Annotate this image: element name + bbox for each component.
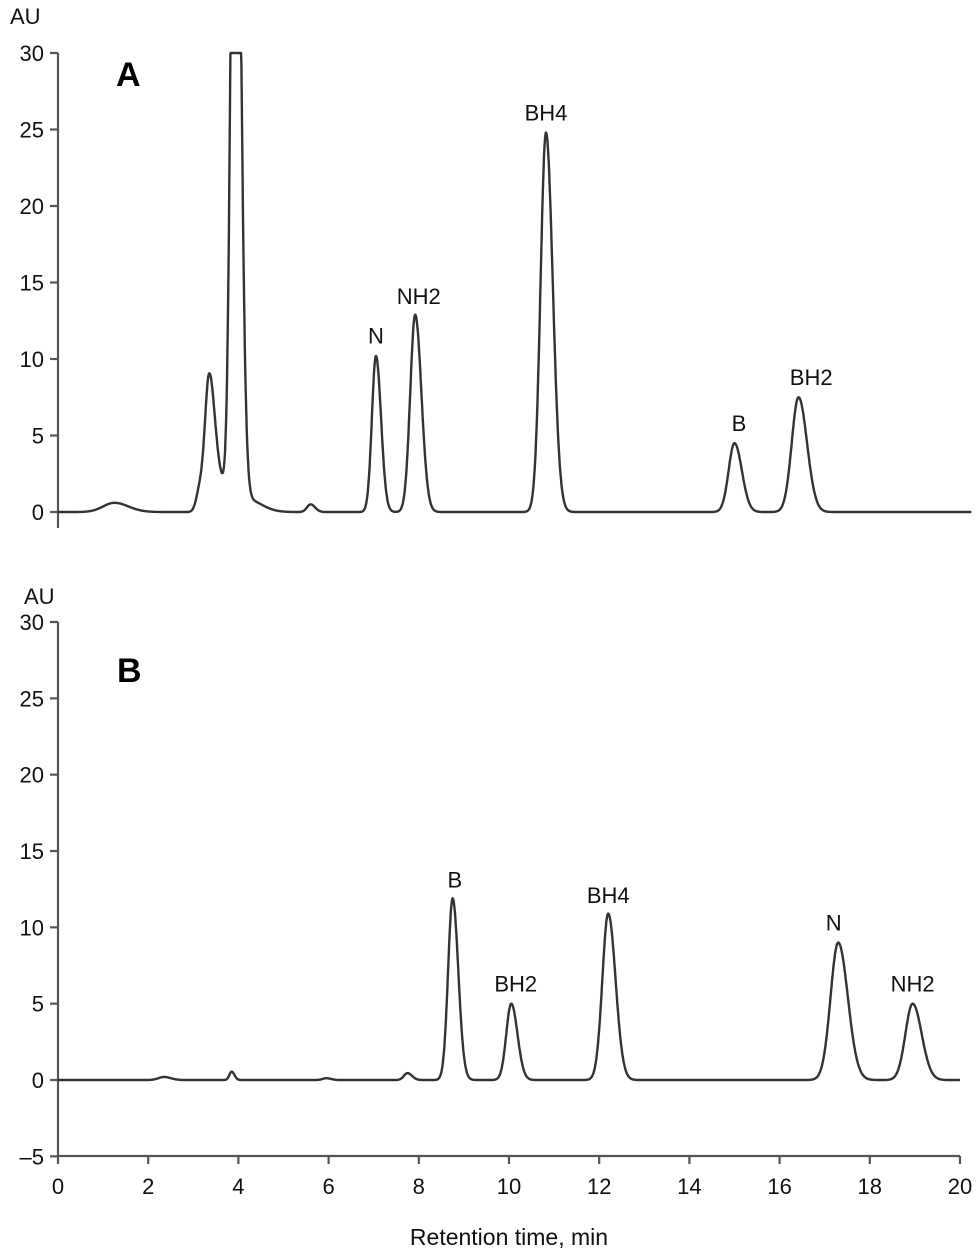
panel-a-y-ticks: 0 5 10 15 20 25 30 xyxy=(20,41,58,525)
panel-a: AU A 0 5 10 15 20 25 30 N NH2 BH4 B BH2 xyxy=(10,4,973,528)
panel-b-y-ticks: –5 0 5 10 15 20 25 30 xyxy=(20,610,58,1169)
panel-b-y-unit: AU xyxy=(24,584,55,609)
y-tick-label: 5 xyxy=(32,424,44,449)
y-tick-label: 15 xyxy=(20,839,44,864)
x-tick-label: 8 xyxy=(413,1174,425,1199)
peak-label: BH2 xyxy=(494,971,537,996)
y-tick-label: 25 xyxy=(20,118,44,143)
x-tick-label: 14 xyxy=(677,1174,701,1199)
panel-a-peak-labels: N NH2 BH4 B BH2 xyxy=(368,100,833,436)
peak-label: NH2 xyxy=(397,284,441,309)
y-tick-label: 10 xyxy=(20,347,44,372)
x-tick-label: 18 xyxy=(858,1174,882,1199)
y-tick-label: 15 xyxy=(20,271,44,296)
peak-label: B xyxy=(448,868,463,893)
x-axis-title: Retention time, min xyxy=(410,1224,608,1250)
y-tick-label: 30 xyxy=(20,610,44,635)
panel-b-peak-labels: B BH2 BH4 N NH2 xyxy=(448,868,935,997)
y-tick-label: 20 xyxy=(20,194,44,219)
x-tick-label: 16 xyxy=(767,1174,791,1199)
y-tick-label: 20 xyxy=(20,763,44,788)
panel-b-x-ticks: 0 2 4 6 8 10 12 14 16 18 20 xyxy=(52,1156,972,1199)
x-tick-label: 2 xyxy=(142,1174,154,1199)
panel-b-trace xyxy=(57,897,961,1082)
y-tick-label: 10 xyxy=(20,915,44,940)
y-tick-label: 5 xyxy=(32,992,44,1017)
panel-a-y-unit: AU xyxy=(10,4,41,29)
peak-label: BH4 xyxy=(587,883,630,908)
x-tick-label: 6 xyxy=(322,1174,334,1199)
panel-a-trace xyxy=(57,51,973,514)
y-tick-label: 25 xyxy=(20,686,44,711)
panel-b-letter: B xyxy=(117,652,142,690)
x-tick-label: 0 xyxy=(52,1174,64,1199)
panel-b-axes xyxy=(56,622,960,1158)
y-tick-label: 0 xyxy=(32,1068,44,1093)
y-tick-label: –5 xyxy=(20,1144,44,1169)
peak-label: NH2 xyxy=(891,971,935,996)
peak-label: BH2 xyxy=(790,365,833,390)
x-tick-label: 10 xyxy=(497,1174,521,1199)
x-tick-label: 20 xyxy=(948,1174,972,1199)
peak-label: N xyxy=(826,910,842,935)
x-tick-label: 4 xyxy=(232,1174,244,1199)
peak-label: B xyxy=(732,411,747,436)
peak-label: N xyxy=(368,324,384,349)
peak-label: BH4 xyxy=(525,100,568,125)
y-tick-label: 0 xyxy=(32,500,44,525)
panel-a-letter: A xyxy=(116,56,141,94)
y-tick-label: 30 xyxy=(20,41,44,66)
x-tick-label: 12 xyxy=(587,1174,611,1199)
